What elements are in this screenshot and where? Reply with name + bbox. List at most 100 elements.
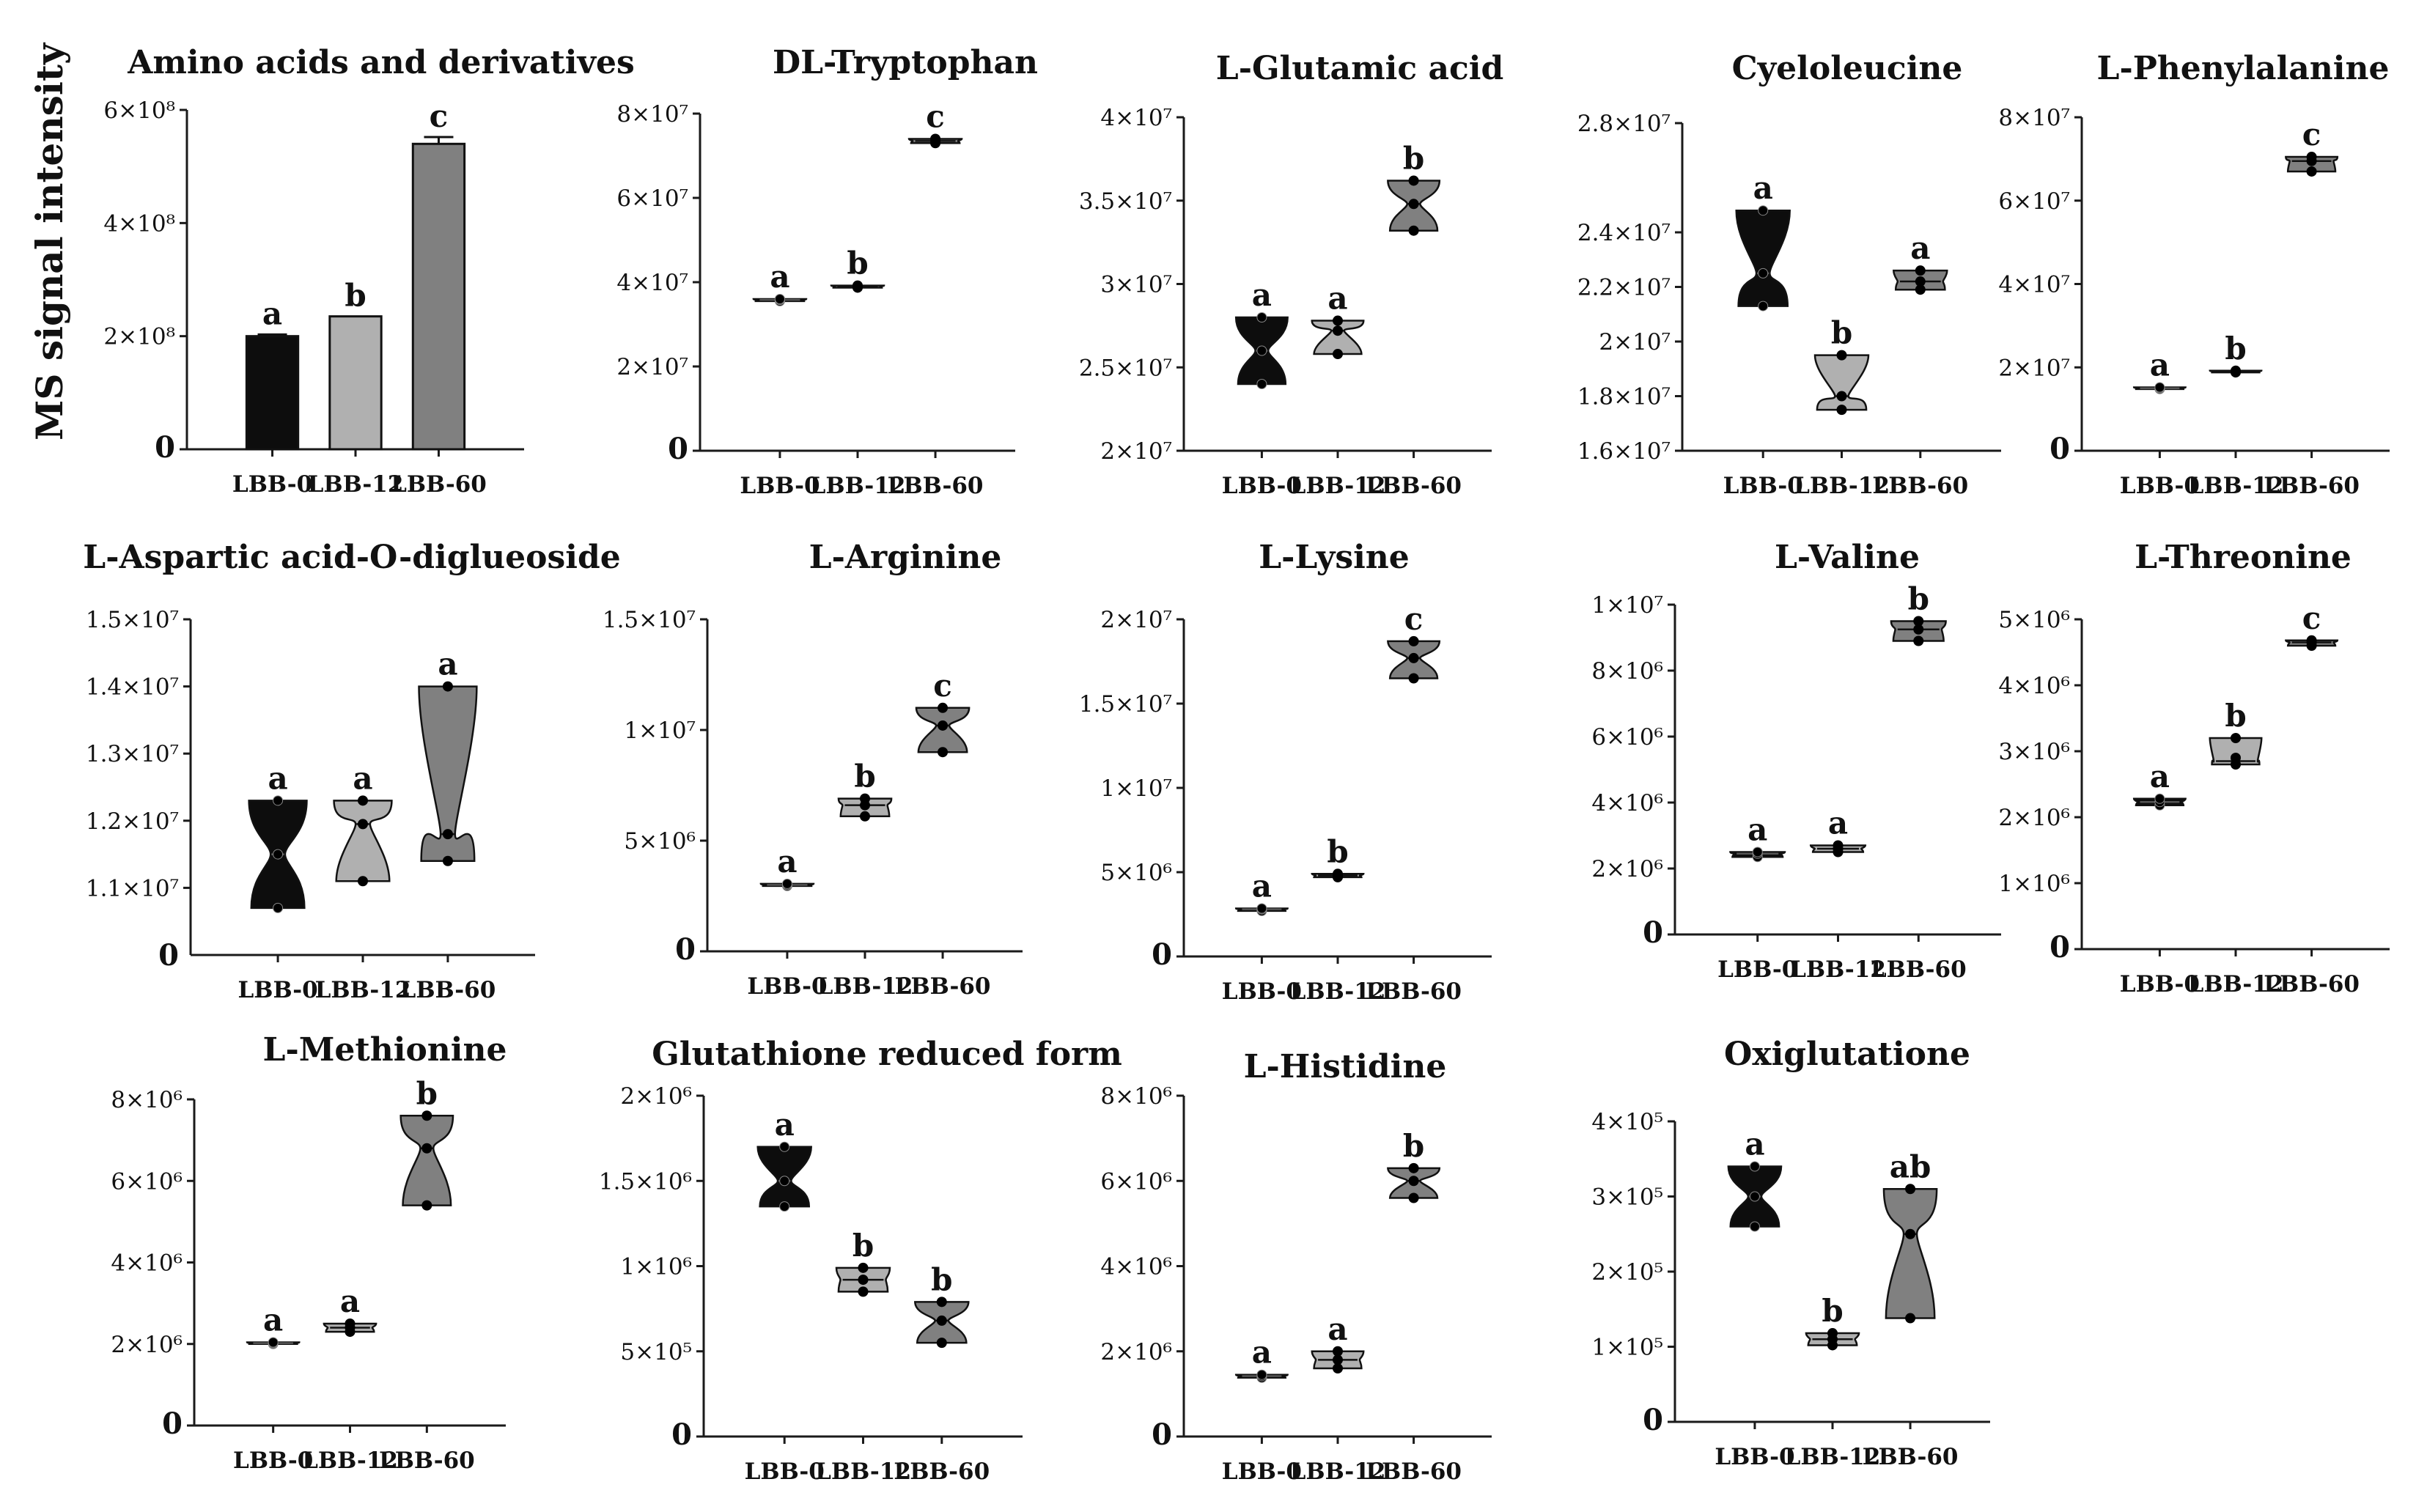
x-tick-label: LBB-60 <box>1366 1458 1462 1485</box>
data-point <box>936 1338 947 1349</box>
y-tick-label: 4×10⁷ <box>1100 105 1172 131</box>
significance-letter: b <box>1831 315 1852 351</box>
x-tick-label: LBB-0 <box>740 473 820 499</box>
x-tick-label: LBB-0 <box>1723 473 1803 499</box>
data-point <box>2154 382 2165 393</box>
y-tick-label: 0 <box>2049 930 2070 965</box>
significance-letter: b <box>854 759 875 794</box>
data-point <box>1833 840 1844 851</box>
panel-title: DL-Tryptophan <box>773 44 1038 81</box>
y-tick-label: 6×10⁶ <box>1100 1168 1172 1195</box>
x-tick-label: LBB-60 <box>1863 1444 1959 1470</box>
y-tick-label: 8×10⁷ <box>616 101 688 128</box>
x-tick-label: LBB-12 <box>315 977 411 1003</box>
significance-letter: b <box>1908 581 1929 617</box>
x-tick-label: LBB-12 <box>1794 473 1890 499</box>
data-point <box>774 294 785 304</box>
data-point <box>1333 325 1343 336</box>
data-point <box>1749 1161 1760 1172</box>
data-point <box>1915 276 1926 287</box>
y-tick-label: 2×10⁷ <box>1100 438 1172 465</box>
x-tick-label: LBB-12 <box>1290 978 1386 1005</box>
panel-l-arginine: L-Arginine 0 5×10⁶ 1×10⁷ 1.5×10⁷ LBB-0LBB-12L… <box>603 539 1023 1000</box>
x-tick-label: LBB-0 <box>1717 956 1797 983</box>
y-tick-label: 1.4×10⁷ <box>86 674 179 701</box>
data-point <box>273 795 284 806</box>
y-tick-label: 1×10⁵ <box>1591 1335 1663 1361</box>
x-tick-label: LBB-12 <box>817 973 913 1000</box>
y-tick-label: 1×10⁷ <box>624 718 696 744</box>
significance-letter: a <box>1252 868 1272 904</box>
y-tick-label: 0 <box>1152 937 1172 972</box>
data-point <box>358 876 368 887</box>
x-tick-label: LBB-0 <box>233 1448 313 1474</box>
y-tick-label: 1.3×10⁷ <box>86 741 179 767</box>
chart-panels: Amino acids and derivatives 0 2×10⁸ 4×10⁸ 6×… <box>83 44 2390 1485</box>
y-tick-label: 3×10⁷ <box>1100 272 1172 298</box>
x-tick-label: LBB-60 <box>2264 971 2360 997</box>
data-point <box>1333 1346 1343 1357</box>
data-point <box>938 702 949 713</box>
data-point <box>779 1141 790 1152</box>
y-tick-label: 0 <box>158 938 179 973</box>
y-tick-label: 4×10⁶ <box>111 1250 183 1277</box>
significance-letter: c <box>2302 600 2321 636</box>
significance-letter: a <box>268 760 287 796</box>
panel-title: L-Valine <box>1775 539 1920 576</box>
bar-lbb-60 <box>411 142 466 451</box>
x-tick-label: LBB-60 <box>391 471 487 498</box>
panel-l-lysine: L-Lysine05×10⁶1×10⁷1.5×10⁷2×10⁷LBB-0LBB-… <box>1079 539 1492 1005</box>
data-point <box>421 1143 432 1154</box>
data-point <box>1256 903 1267 914</box>
data-point <box>779 1201 790 1212</box>
x-tick-label: LBB-0 <box>1222 473 1302 499</box>
x-tick-label: LBB-60 <box>1366 473 1462 499</box>
y-tick-label: 2.2×10⁷ <box>1577 275 1671 301</box>
panel-title: L-Glutamic acid <box>1216 50 1503 87</box>
y-tick-label: 2×10⁷ <box>616 354 688 380</box>
y-tick-label: 0 <box>2049 432 2070 466</box>
significance-letter: a <box>1327 1311 1347 1347</box>
x-tick-label: LBB-12 <box>1790 956 1886 983</box>
y-tick-label: 8×10⁶ <box>1100 1083 1172 1110</box>
data-point <box>2154 793 2165 804</box>
y-tick-label: 2×10⁶ <box>111 1332 183 1358</box>
panel-dl-tryptophan: DL-Tryptophan02×10⁷4×10⁷6×10⁷8×10⁷LBB-0L… <box>616 44 1038 499</box>
data-point <box>1333 1354 1343 1365</box>
data-point <box>1408 175 1419 186</box>
significance-letter: a <box>1252 277 1272 313</box>
violin-lbb-60 <box>399 1115 454 1206</box>
data-point <box>781 878 792 889</box>
data-point <box>1836 350 1847 361</box>
data-point <box>936 1315 947 1326</box>
significance-letter: c <box>1404 601 1424 637</box>
y-tick-label: 0 <box>668 432 688 466</box>
y-tick-label: 1.5×10⁷ <box>603 607 696 633</box>
y-tick-label: 1.5×10⁷ <box>86 607 179 633</box>
significance-letter: a <box>775 1107 795 1143</box>
x-tick-label: LBB-60 <box>1872 473 1968 499</box>
y-tick-label: 5×10⁶ <box>1100 860 1172 886</box>
data-point <box>358 795 368 806</box>
data-point <box>268 1337 279 1348</box>
x-tick-label: LBB-0 <box>2120 971 2200 997</box>
data-point <box>1749 1191 1760 1202</box>
significance-letter: a <box>262 295 282 331</box>
y-tick-label: 2×10⁷ <box>1998 355 2070 381</box>
significance-letter: a <box>1747 812 1767 848</box>
data-point <box>1905 1228 1916 1239</box>
y-tick-label: 1×10⁶ <box>1998 871 2070 897</box>
panel-title: L-Phenylalanine <box>2097 50 2390 87</box>
data-point <box>1905 1313 1916 1324</box>
significance-letter: a <box>263 1302 283 1338</box>
x-tick-label: LBB-0 <box>232 471 312 498</box>
data-point <box>2231 733 2241 743</box>
data-point <box>1333 349 1343 360</box>
panel-oxiglutatione: Oxiglutatione01×10⁵2×10⁵3×10⁵4×10⁵LBB-0L… <box>1591 1036 1990 1470</box>
y-tick-label: 1.5×10⁷ <box>1079 691 1172 718</box>
data-point <box>930 133 941 144</box>
significance-letter: c <box>430 98 449 134</box>
significance-letter: a <box>1745 1126 1764 1162</box>
data-point <box>858 1275 869 1286</box>
significance-letter: b <box>416 1075 438 1111</box>
